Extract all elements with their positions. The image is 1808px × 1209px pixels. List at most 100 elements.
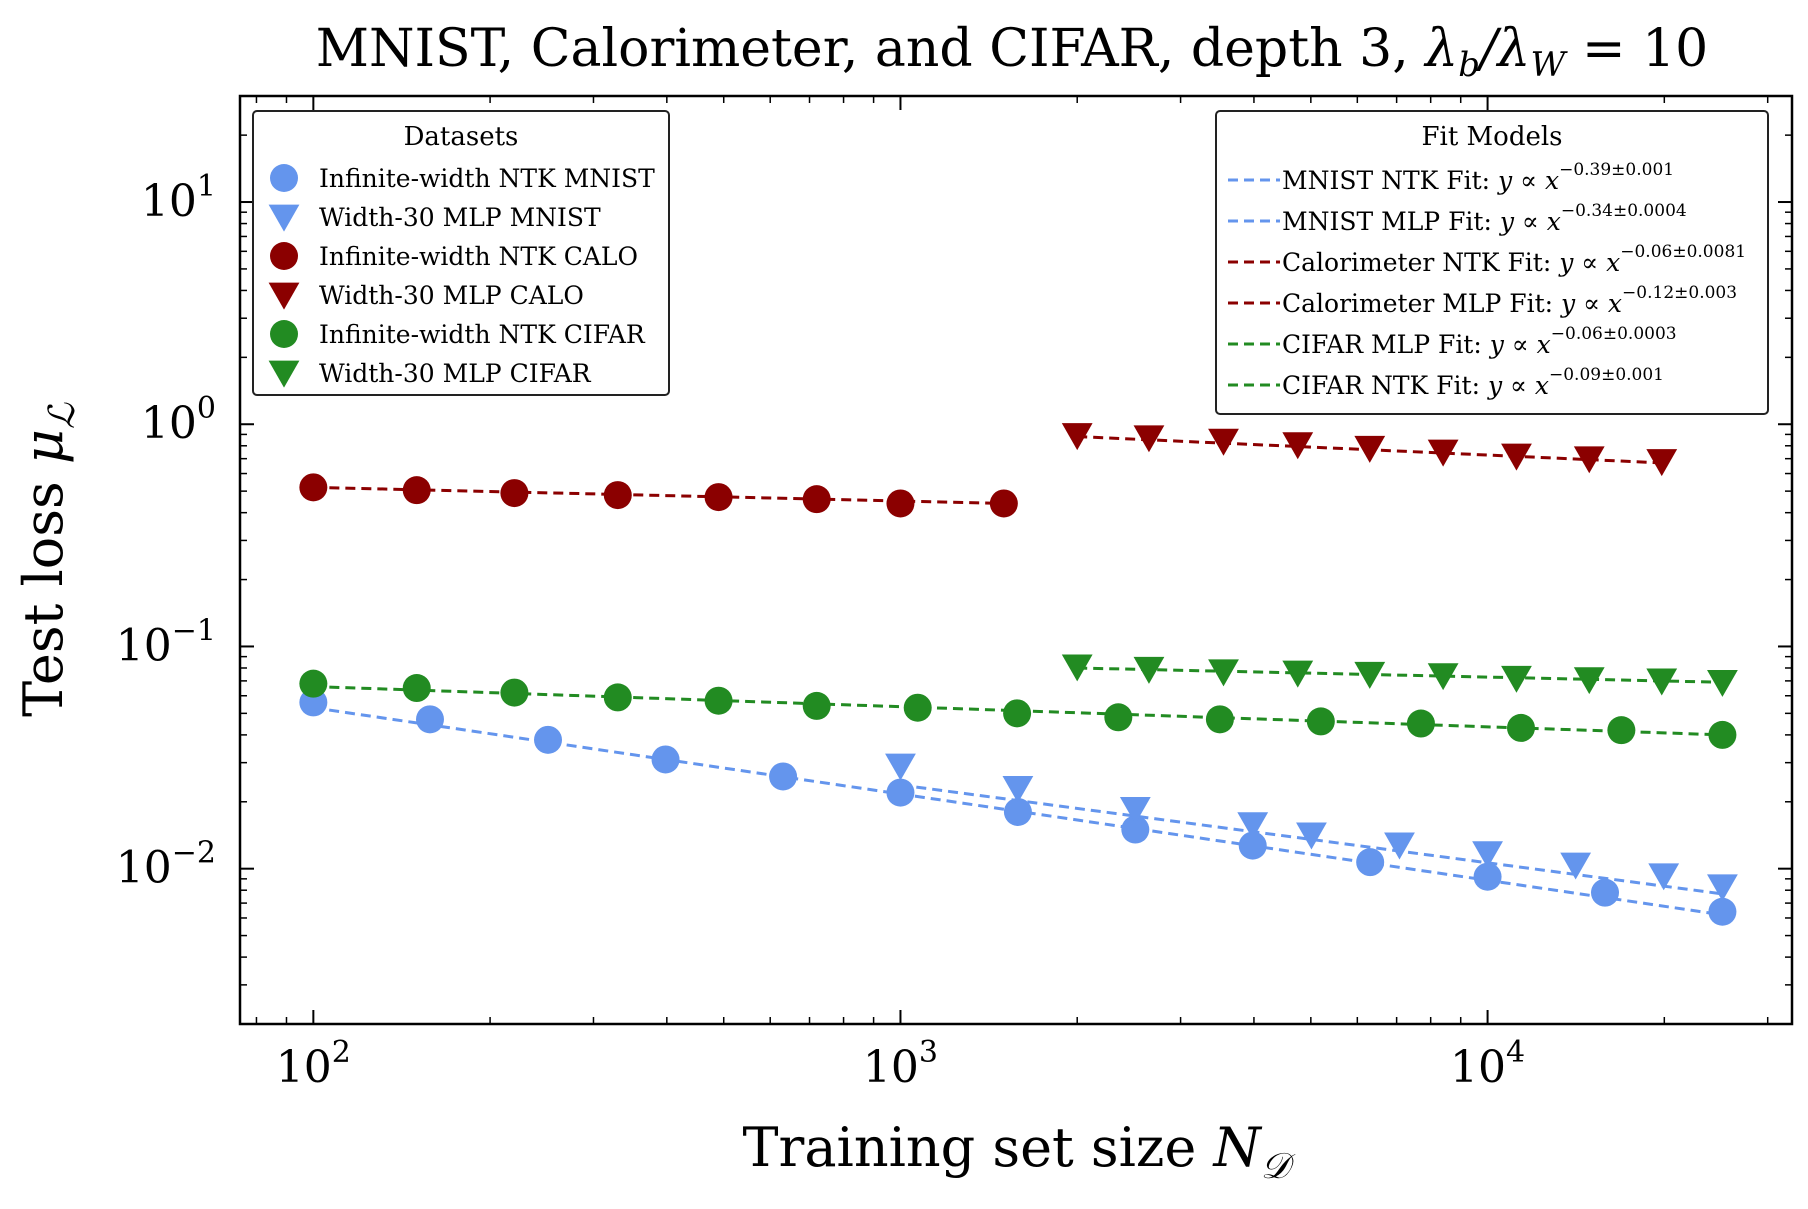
legend-label: CIFAR MLP Fit: y ∝ x−0.06±0.0003 <box>1282 324 1677 359</box>
data-point <box>1306 707 1335 736</box>
data-point <box>1506 713 1535 742</box>
x-tick-label: 103 <box>863 1035 938 1093</box>
data-point <box>1133 656 1165 684</box>
data-point <box>651 745 680 774</box>
datasets-legend: Datasets Infinite-width NTK MNIST Width-30… <box>252 110 670 396</box>
series-group <box>299 688 1737 926</box>
legend-marker <box>270 320 298 348</box>
data-point <box>1119 796 1151 824</box>
data-point <box>1237 812 1269 840</box>
data-point <box>1707 874 1738 902</box>
data-point <box>1061 423 1093 451</box>
data-point <box>1708 897 1737 926</box>
data-point <box>1472 841 1503 869</box>
data-point <box>1121 815 1150 844</box>
legend-label: Width-30 MLP CALO <box>319 281 584 310</box>
data-point <box>1282 432 1314 460</box>
legend-title: Datasets <box>404 122 519 152</box>
data-point <box>1354 661 1386 689</box>
data-point <box>1354 435 1386 463</box>
series-group <box>1061 654 1738 697</box>
data-point <box>1646 449 1678 477</box>
legend-frame <box>252 110 670 396</box>
legend-marker <box>270 164 298 192</box>
data-point <box>704 483 733 512</box>
data-point <box>1648 863 1680 891</box>
legend-label: Calorimeter MLP Fit: y ∝ x−0.12±0.003 <box>1282 283 1737 318</box>
data-point <box>886 778 915 807</box>
legend-title: Fit Models <box>1421 122 1562 152</box>
data-point <box>1003 797 1032 826</box>
data-point <box>704 686 733 715</box>
data-point <box>903 693 932 722</box>
data-point <box>1406 709 1435 738</box>
data-point <box>886 489 915 518</box>
x-axis-label: Training set size N𝒟 <box>743 1116 1296 1187</box>
legend-label: Width-30 MLP MNIST <box>319 203 601 232</box>
data-point <box>299 473 328 502</box>
data-point <box>1003 699 1032 728</box>
legend-label: Infinite-width NTK CIFAR <box>319 320 646 349</box>
data-point <box>1238 831 1267 860</box>
data-point <box>1427 663 1459 691</box>
data-point <box>989 489 1018 518</box>
legend-label: CIFAR NTK Fit: y ∝ x−0.09±0.001 <box>1282 365 1664 400</box>
fit-line <box>1077 666 1723 684</box>
data-point <box>603 481 632 510</box>
x-tick-label: 102 <box>276 1035 351 1093</box>
data-point <box>1560 852 1592 880</box>
legend-label: Infinite-width NTK CALO <box>319 242 638 271</box>
data-point <box>603 683 632 712</box>
data-point <box>500 479 529 508</box>
data-point <box>299 669 328 698</box>
data-point <box>1002 775 1034 803</box>
data-point <box>1208 659 1239 687</box>
data-point <box>1427 439 1459 467</box>
data-point <box>415 705 444 734</box>
y-tick-label: 10−2 <box>116 836 216 894</box>
y-tick-label: 101 <box>141 169 216 227</box>
plot-content <box>299 423 1738 926</box>
legend-frame <box>1215 110 1769 415</box>
data-point <box>1061 654 1093 682</box>
data-point <box>1133 425 1165 453</box>
legend-marker <box>268 282 300 310</box>
series-group <box>299 473 1018 518</box>
y-tick-label: 10−1 <box>116 613 216 671</box>
legend-label: Infinite-width NTK MNIST <box>319 164 655 193</box>
data-point <box>1501 443 1532 471</box>
axis-ticks: 102 103 104 10−2 10−1 100 101 <box>116 96 1792 1093</box>
data-point <box>769 762 798 791</box>
data-point <box>1707 669 1738 697</box>
series-group <box>885 753 1738 902</box>
data-point <box>802 691 831 720</box>
data-point <box>1296 822 1327 850</box>
legend-label: MNIST MLP Fit: y ∝ x−0.34±0.0004 <box>1282 201 1687 236</box>
chart-title: MNIST, Calorimeter, and CIFAR, depth 3, … <box>316 19 1709 85</box>
fit-line <box>900 783 1723 896</box>
data-point <box>402 476 431 505</box>
plot-frame <box>238 94 1794 1026</box>
data-point <box>1208 428 1239 456</box>
data-point <box>1646 668 1678 696</box>
data-point <box>534 725 563 754</box>
series-group <box>299 669 1737 749</box>
legend-marker <box>268 204 300 232</box>
data-point <box>802 485 831 514</box>
data-point <box>1205 705 1234 734</box>
data-point <box>1607 716 1636 745</box>
data-point <box>1573 667 1605 695</box>
data-point <box>1104 703 1133 732</box>
legend-marker <box>270 242 298 270</box>
fit-models-legend: Fit Models MNIST NTK Fit: y ∝ x−0.39±0.00… <box>1215 110 1769 415</box>
x-tick-label: 104 <box>1450 1035 1525 1093</box>
data-point <box>1356 848 1385 877</box>
legend-marker <box>268 360 300 388</box>
y-axis-label: Test loss μℒ <box>12 402 83 717</box>
data-point <box>1573 446 1605 474</box>
series-group <box>1061 423 1678 477</box>
data-point <box>885 753 916 781</box>
y-tick-label: 100 <box>141 391 216 449</box>
data-point <box>1282 660 1314 688</box>
